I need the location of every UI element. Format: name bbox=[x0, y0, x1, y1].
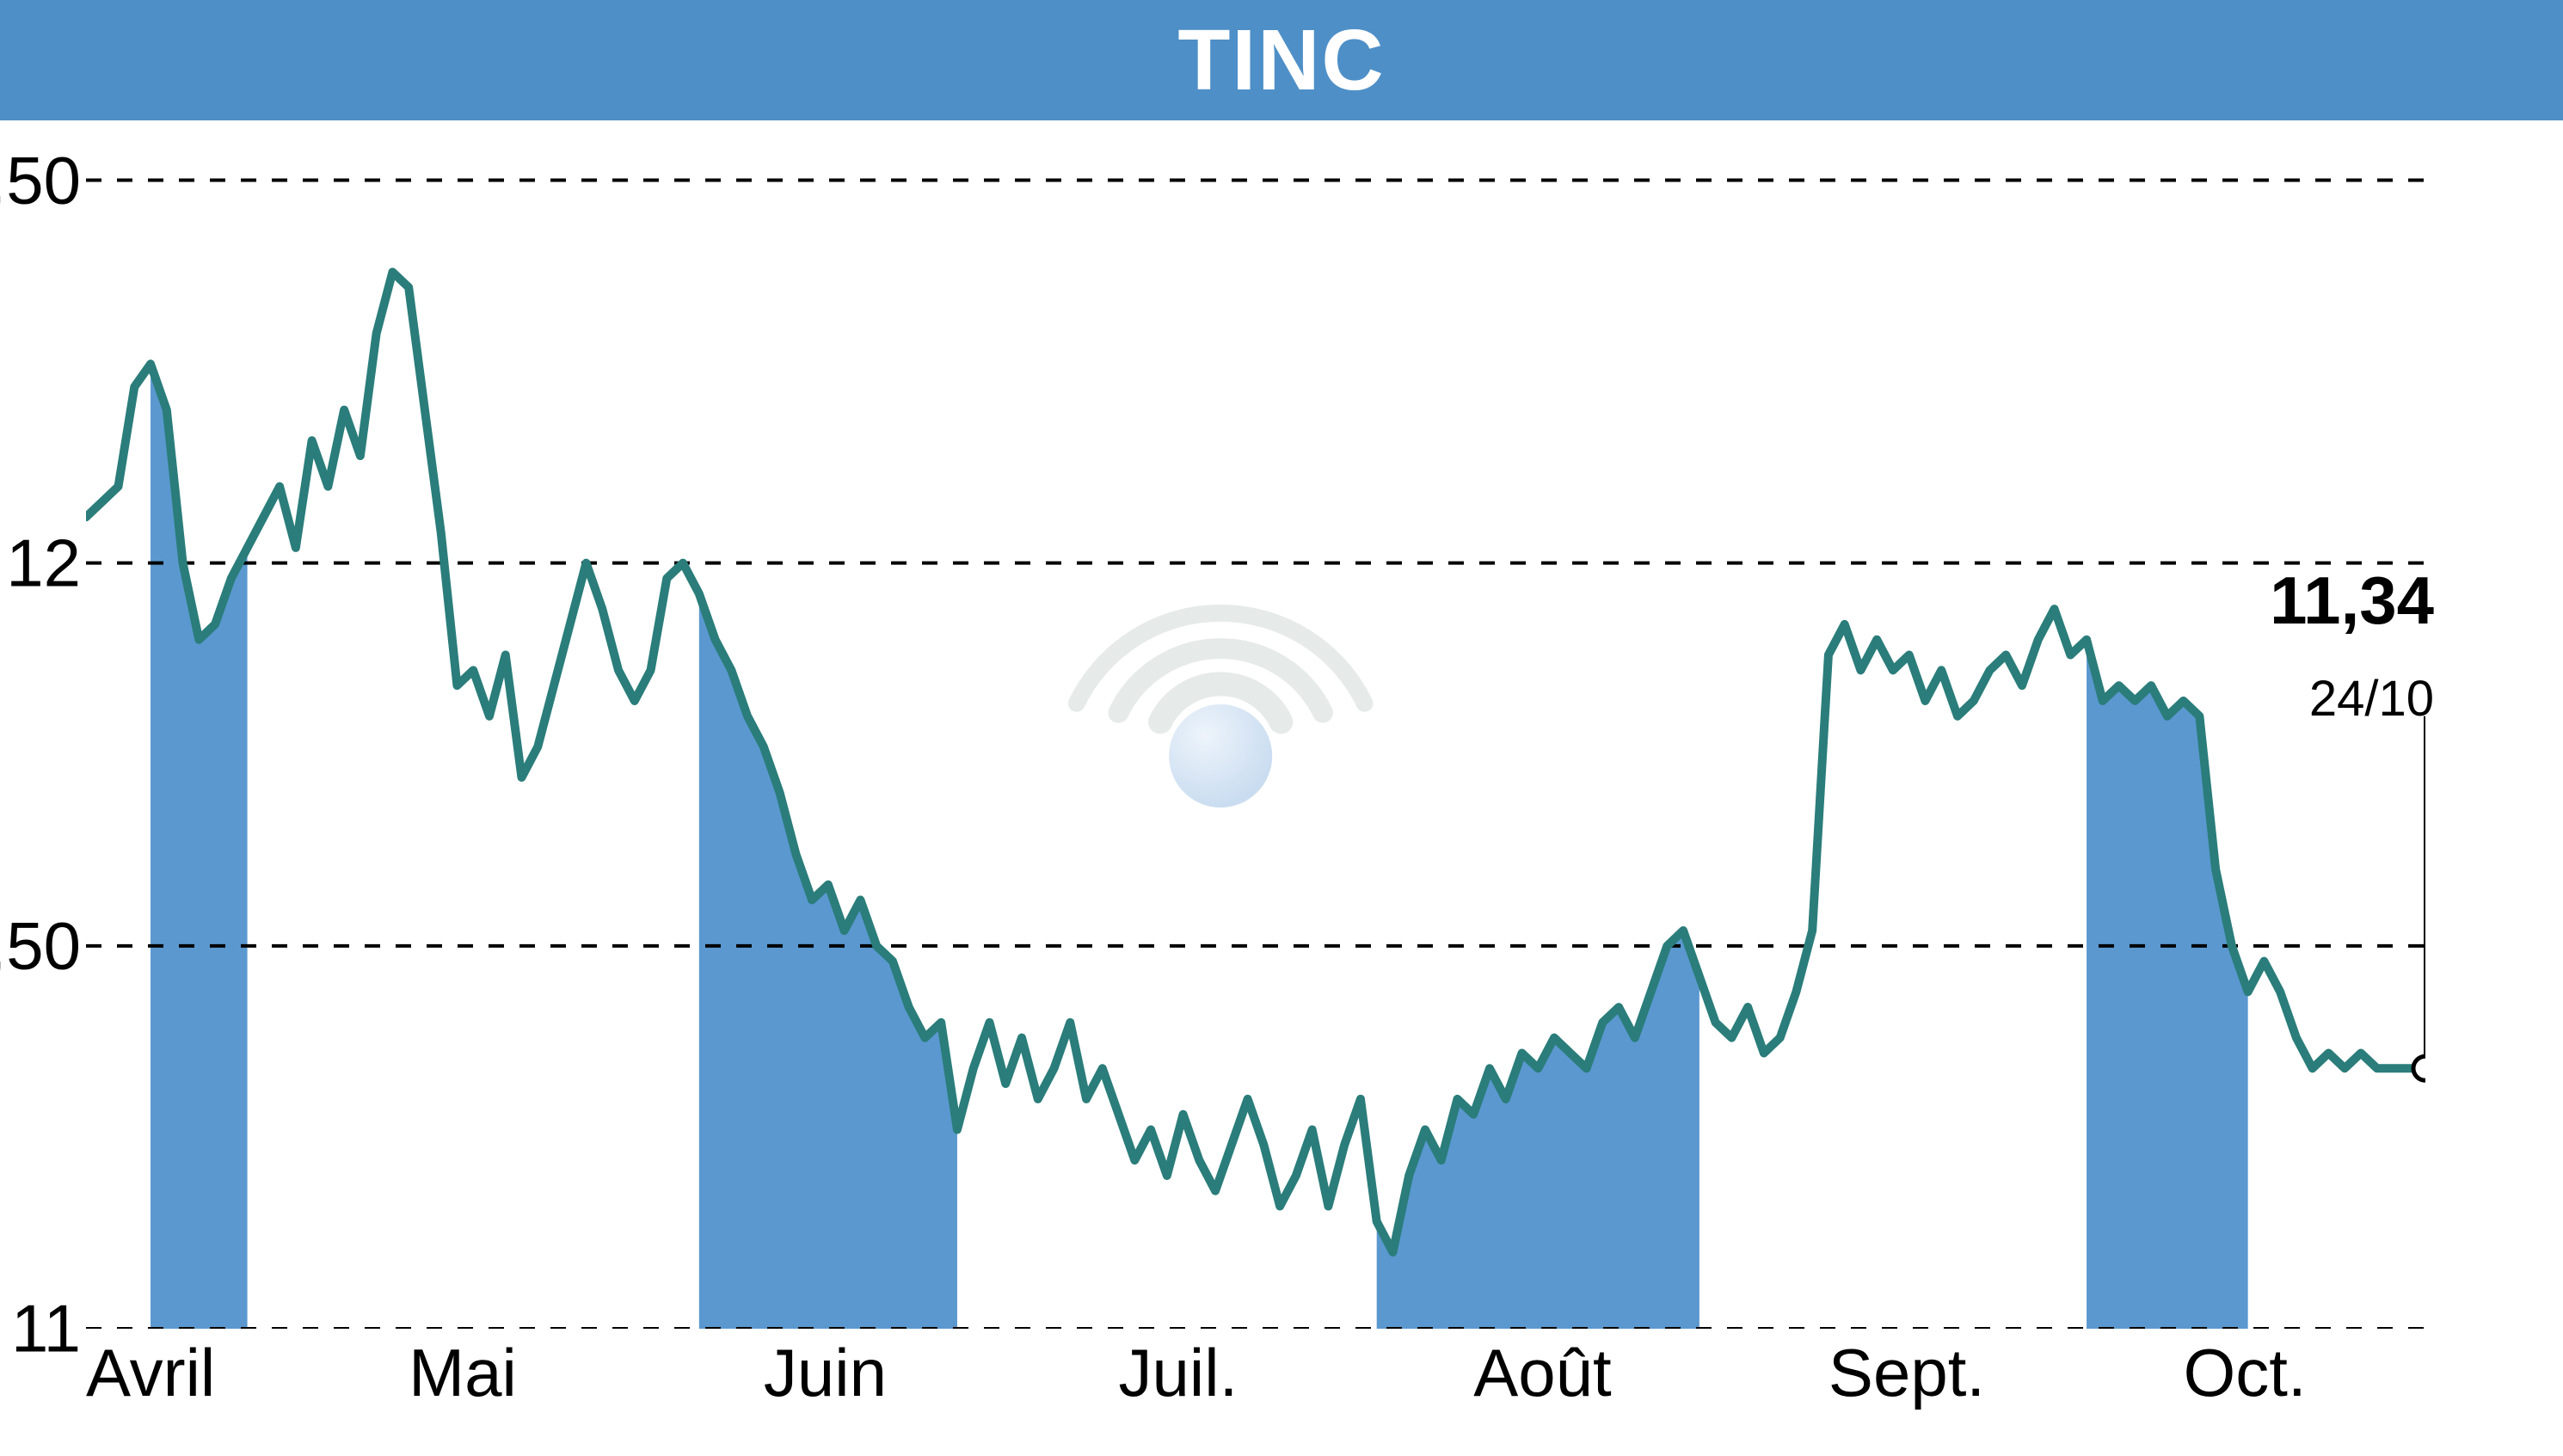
x-axis-label: Mai bbox=[409, 1334, 517, 1412]
y-axis-label: 12,50 bbox=[0, 141, 86, 219]
end-value-label: 11,34 bbox=[2270, 562, 2434, 640]
x-axis-label: Juin bbox=[764, 1334, 887, 1412]
x-axis-label: Oct. bbox=[2184, 1334, 2307, 1412]
y-axis-label: 11,50 bbox=[0, 906, 86, 985]
end-date-label: 24/10 bbox=[2309, 670, 2434, 728]
chart-title-bar: TINC bbox=[0, 0, 2563, 120]
x-axis-label: Août bbox=[1473, 1334, 1611, 1412]
chart-svg bbox=[86, 142, 2425, 1329]
chart-title: TINC bbox=[1177, 12, 1385, 108]
y-axis-label: 11 bbox=[11, 1290, 86, 1368]
x-axis-label: Juil. bbox=[1119, 1334, 1238, 1412]
x-axis-label: Sept. bbox=[1829, 1334, 1985, 1412]
plot-area: 11,34 24/10 1111,501212,50AvrilMaiJuinJu… bbox=[86, 142, 2425, 1329]
y-axis-label: 12 bbox=[6, 524, 86, 602]
stock-chart: TINC 11,34 24/10 1111,501212,50AvrilMaiJ… bbox=[0, 0, 2563, 1456]
x-axis-label: Avril bbox=[86, 1334, 215, 1412]
